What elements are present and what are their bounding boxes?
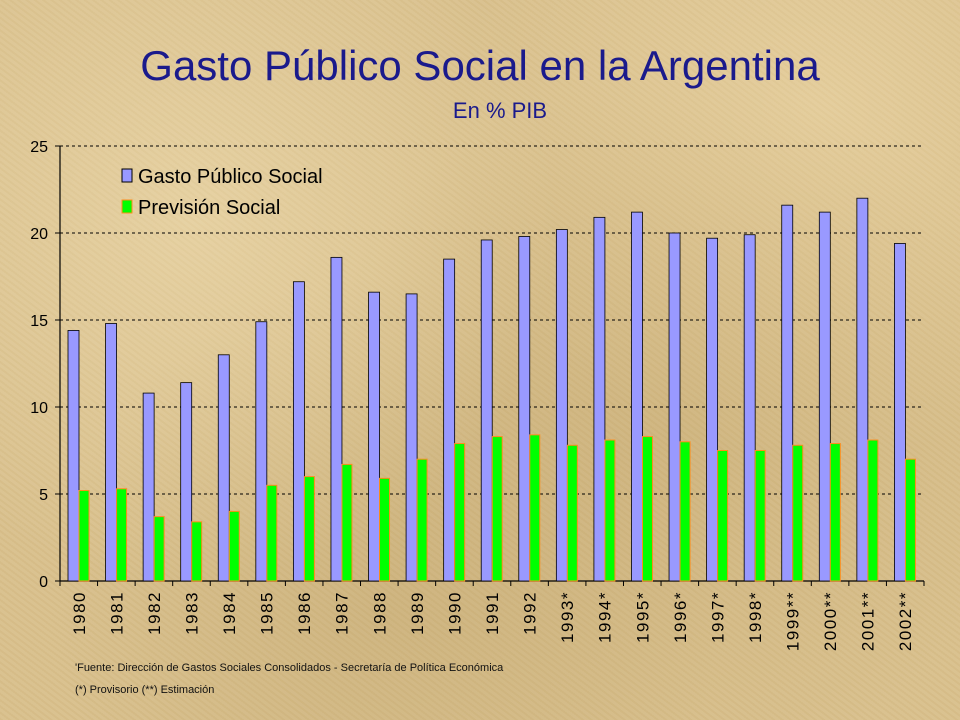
bar-prevision-7 <box>341 463 353 582</box>
x-tick-label-1: 1981 <box>107 591 126 635</box>
y-tick-label-0: 0 <box>39 574 48 591</box>
x-tick-label-0: 1980 <box>70 591 89 635</box>
source-footnote: 'Fuente: Dirección de Gastos Sociales Co… <box>75 662 504 674</box>
x-tick-label-8: 1988 <box>370 591 389 635</box>
bar-gasto-21 <box>856 197 869 582</box>
axes <box>55 145 925 586</box>
bar-prevision-21 <box>867 439 879 582</box>
x-tick-label-18: 1998* <box>746 591 765 643</box>
x-tick-label-7: 1987 <box>333 591 352 635</box>
bar-prevision-13 <box>566 444 578 582</box>
x-tick-label-9: 1989 <box>408 591 427 635</box>
bar-gasto-17 <box>706 237 719 582</box>
x-tick-label-5: 1985 <box>258 591 277 635</box>
bar-prevision-16 <box>679 441 691 582</box>
bar-gasto-3 <box>180 382 193 582</box>
y-tick-label-20: 20 <box>30 226 48 243</box>
x-tick-label-14: 1994* <box>596 591 615 643</box>
x-tick-label-16: 1996* <box>671 591 690 643</box>
bar-prevision-6 <box>303 476 315 582</box>
chart-title: Gasto Público Social en la Argentina <box>140 42 820 89</box>
bar-gasto-1 <box>105 323 117 582</box>
bar-prevision-9 <box>416 458 428 582</box>
bar-gasto-8 <box>368 291 380 582</box>
bar-prevision-14 <box>604 439 616 582</box>
y-tick-label-10: 10 <box>30 400 48 417</box>
tick-labels: 0 5 10 15 20 25 1980 1981 1982 1983 1984 1985 1986 19… <box>30 139 915 651</box>
legend: Gasto Público Social Previsión Social <box>121 166 323 219</box>
x-tick-label-19: 1999** <box>784 591 803 651</box>
bar-gasto-14 <box>593 216 606 582</box>
bars <box>67 197 916 582</box>
bar-prevision-8 <box>379 477 391 582</box>
y-tick-label-25: 25 <box>30 139 48 156</box>
bar-gasto-2 <box>142 392 155 582</box>
x-tick-label-20: 2000** <box>821 591 840 651</box>
bar-gasto-22 <box>894 243 906 582</box>
bar-gasto-9 <box>405 293 418 582</box>
notes-footnote: (*) Provisorio (**) Estimación <box>75 684 215 696</box>
bar-prevision-4 <box>228 510 240 582</box>
bar-prevision-15 <box>641 436 653 582</box>
bar-gasto-7 <box>330 256 343 582</box>
bar-prevision-5 <box>266 484 278 582</box>
x-tick-label-4: 1984 <box>220 591 239 635</box>
x-tick-label-22: 2002** <box>896 591 915 651</box>
legend-swatch-1 <box>121 199 133 214</box>
legend-label-1: Previsión Social <box>138 197 280 219</box>
bar-prevision-12 <box>529 434 541 582</box>
x-tick-label-21: 2001** <box>859 591 878 651</box>
x-tick-label-2: 1982 <box>145 591 164 635</box>
y-tick-label-5: 5 <box>39 487 48 504</box>
x-tick-label-13: 1993* <box>558 591 577 643</box>
bar-prevision-17 <box>717 450 729 582</box>
x-tick-label-3: 1983 <box>182 591 201 635</box>
bar-prevision-3 <box>191 521 203 582</box>
bar-gasto-20 <box>818 211 831 582</box>
bar-gasto-6 <box>292 281 305 582</box>
legend-swatch-0 <box>121 168 133 183</box>
x-tick-label-15: 1995* <box>633 591 652 643</box>
bar-prevision-19 <box>792 444 804 582</box>
x-tick-label-17: 1997* <box>708 591 727 643</box>
bar-prevision-20 <box>829 443 841 582</box>
bar-prevision-22 <box>904 458 916 582</box>
x-tick-label-6: 1986 <box>295 591 314 635</box>
bar-prevision-0 <box>78 490 90 582</box>
bar-prevision-1 <box>116 488 128 582</box>
bar-gasto-5 <box>255 321 268 582</box>
bar-prevision-11 <box>491 436 503 582</box>
y-tick-label-15: 15 <box>30 313 48 330</box>
bar-gasto-19 <box>781 204 794 582</box>
chart-subtitle: En % PIB <box>452 98 548 123</box>
bar-gasto-11 <box>480 239 493 582</box>
bar-gasto-15 <box>631 211 643 582</box>
bar-gasto-13 <box>555 229 568 582</box>
bar-gasto-12 <box>518 236 531 582</box>
legend-label-0: Gasto Público Social <box>138 166 323 188</box>
bar-gasto-18 <box>743 234 756 582</box>
bar-prevision-2 <box>153 516 165 582</box>
bar-gasto-10 <box>443 258 456 582</box>
x-tick-label-10: 1990 <box>445 591 464 635</box>
x-tick-label-11: 1991 <box>483 591 502 635</box>
bar-prevision-10 <box>454 443 466 582</box>
bar-gasto-4 <box>217 354 230 582</box>
bar-gasto-0 <box>67 330 80 582</box>
bar-prevision-18 <box>754 450 766 582</box>
x-tick-label-12: 1992 <box>521 591 540 635</box>
bar-gasto-16 <box>668 232 681 582</box>
